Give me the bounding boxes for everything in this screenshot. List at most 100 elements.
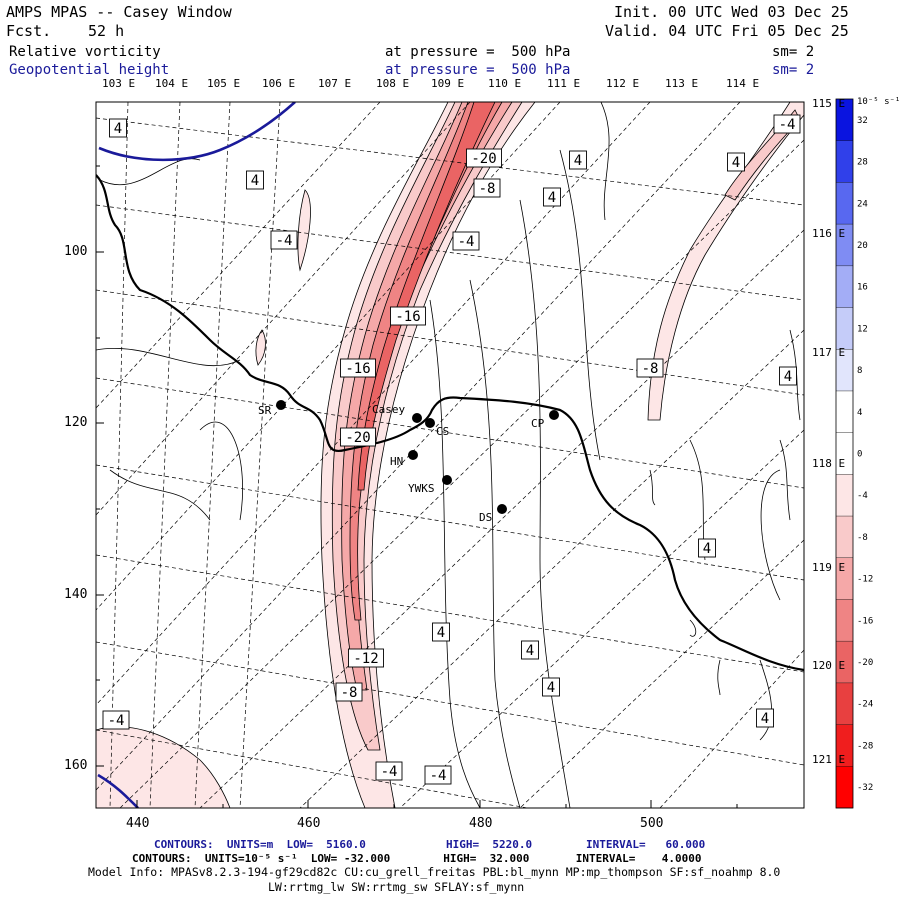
station-label-hn: HN: [390, 455, 404, 468]
contour-label: 4: [246, 170, 264, 190]
colorbar-tick-label: 0: [857, 450, 862, 460]
vorticity-patch-northwest: [297, 189, 311, 272]
latlon-grid: [96, 102, 804, 808]
svg-text:-16: -16: [345, 361, 370, 377]
footer-height-interval: INTERVAL= 60.000: [586, 838, 706, 851]
longitude-label: 110 E: [488, 77, 522, 90]
contour-label: -16: [390, 306, 426, 326]
field1-smoothing: sm= 2: [772, 44, 815, 60]
svg-text:-4: -4: [381, 764, 398, 780]
station-dot-hn: [408, 450, 418, 460]
station-dot-casey: [412, 413, 422, 423]
station-dot-cs: [425, 418, 435, 428]
svg-text:-4: -4: [779, 117, 796, 133]
svg-text:-4: -4: [276, 233, 293, 249]
colorbar-swatch: [836, 599, 853, 642]
contour-label: 4: [779, 366, 797, 386]
station-label-cp: CP: [531, 417, 545, 430]
field2-level: at pressure = 500 hPa: [385, 62, 571, 78]
colorbar-swatch: [836, 265, 853, 308]
init-time: Init. 00 UTC Wed 03 Dec 25: [614, 3, 849, 21]
svg-text:4: 4: [251, 173, 259, 189]
svg-text:4: 4: [548, 190, 556, 206]
vorticity-patch-west: [255, 329, 266, 366]
svg-text:-8: -8: [642, 361, 659, 377]
colorbar: 10⁻⁵ s⁻¹ 32 28 24 20 16 12 8 4 0 -4 -8 -12 -16 -20 -24 -…: [835, 97, 900, 809]
x-tick-label: 460: [297, 816, 321, 831]
longitude-label: 103 E: [102, 77, 136, 90]
y-tick-label: 140: [64, 587, 88, 602]
colorbar-swatch: [836, 724, 853, 767]
colorbar-swatch: [836, 99, 853, 141]
station-label-cs: CS: [436, 425, 450, 438]
contour-label: -8: [473, 178, 501, 198]
station-dot-ywks: [442, 475, 452, 485]
svg-text:-20: -20: [471, 151, 496, 167]
longitude-label: 106 E: [262, 77, 296, 90]
svg-text:-12: -12: [353, 651, 378, 667]
valid-time: Valid. 04 UTC Fri 05 Dec 25: [605, 22, 849, 40]
station-markers: [276, 400, 559, 514]
y-tick-label: 160: [64, 758, 88, 773]
station-label-sr: SR: [258, 404, 272, 417]
left-axis-ticks: [96, 165, 104, 767]
contour-label: -4: [102, 710, 130, 730]
station-label-ywks: YWKS: [408, 482, 435, 495]
footer-model-info: Model Info: MPASv8.2.3-194-gf29cd82c CU:…: [88, 865, 781, 879]
svg-text:4: 4: [526, 643, 534, 659]
station-label-ds: DS: [479, 511, 493, 524]
contour-label: 4: [542, 677, 560, 697]
height-contour-southwest: [97, 773, 139, 808]
colorbar-tick-label: -12: [857, 575, 873, 585]
colorbar-tick-label: -4: [857, 491, 868, 501]
colorbar-swatch: [836, 182, 853, 225]
footer-vorticity-contours: CONTOURS: UNITS=10⁻⁵ s⁻¹ LOW= -32.000 HI…: [132, 852, 702, 865]
plot-frame: [95, 101, 805, 809]
colorbar-swatch: [836, 641, 853, 683]
colorbar-swatch: [836, 682, 853, 725]
vorticity-band-east-outer: [647, 102, 804, 421]
svg-text:4: 4: [437, 625, 445, 641]
colorbar-swatch: [836, 307, 853, 350]
colorbar-tick-label: -28: [857, 741, 873, 751]
colorbar-swatch: [836, 349, 853, 391]
contour-label: 4: [543, 187, 561, 207]
longitude-label: 114 E: [726, 77, 760, 90]
svg-text:-8: -8: [341, 685, 358, 701]
field2-smoothing: sm= 2: [772, 62, 815, 78]
contour-label: -20: [340, 427, 376, 447]
svg-text:4: 4: [761, 711, 769, 727]
contour-label: -4: [375, 761, 403, 781]
longitude-label: 119 E: [812, 561, 846, 574]
colorbar-tick-label: 4: [857, 408, 862, 418]
colorbar-tick-label: -24: [857, 700, 873, 710]
contour-labels: 4 4 -4 -20 -8 4 -4 4 -16 -16 -20 -4 4 -8 -4 4 4 4 4 -12 -8 -4…: [102, 114, 801, 785]
vorticity-shading: [96, 102, 804, 808]
footer-height-high: HIGH= 5220.0: [446, 838, 533, 851]
svg-text:4: 4: [732, 155, 740, 171]
field1-level: at pressure = 500 hPa: [385, 44, 571, 60]
forecast-hour: 52 h: [88, 22, 125, 40]
forecast-label: Fcst.: [6, 22, 52, 40]
colorbar-tick-label: 24: [857, 199, 868, 209]
colorbar-swatch: [836, 474, 853, 517]
contour-label: -4: [452, 231, 480, 251]
colorbar-tick-label: -20: [857, 658, 873, 668]
longitude-label: 104 E: [155, 77, 189, 90]
svg-text:4: 4: [547, 680, 555, 696]
svg-text:-8: -8: [479, 181, 496, 197]
colorbar-swatch: [836, 390, 853, 433]
footer-height-contours: CONTOURS: UNITS=m LOW= 5160.0: [154, 838, 366, 851]
contour-label: 4: [569, 150, 587, 170]
colorbar-swatch: [836, 557, 853, 600]
bottom-axis-ticks: [136, 800, 738, 808]
station-dot-sr: [276, 400, 286, 410]
contour-label: -12: [348, 648, 384, 668]
contour-label: 4: [432, 622, 450, 642]
longitude-label: 117 E: [812, 346, 846, 359]
contour-label: -16: [340, 358, 376, 378]
svg-text:-4: -4: [458, 234, 475, 250]
longitude-label: 112 E: [606, 77, 640, 90]
colorbar-tick-label: 32: [857, 116, 868, 126]
